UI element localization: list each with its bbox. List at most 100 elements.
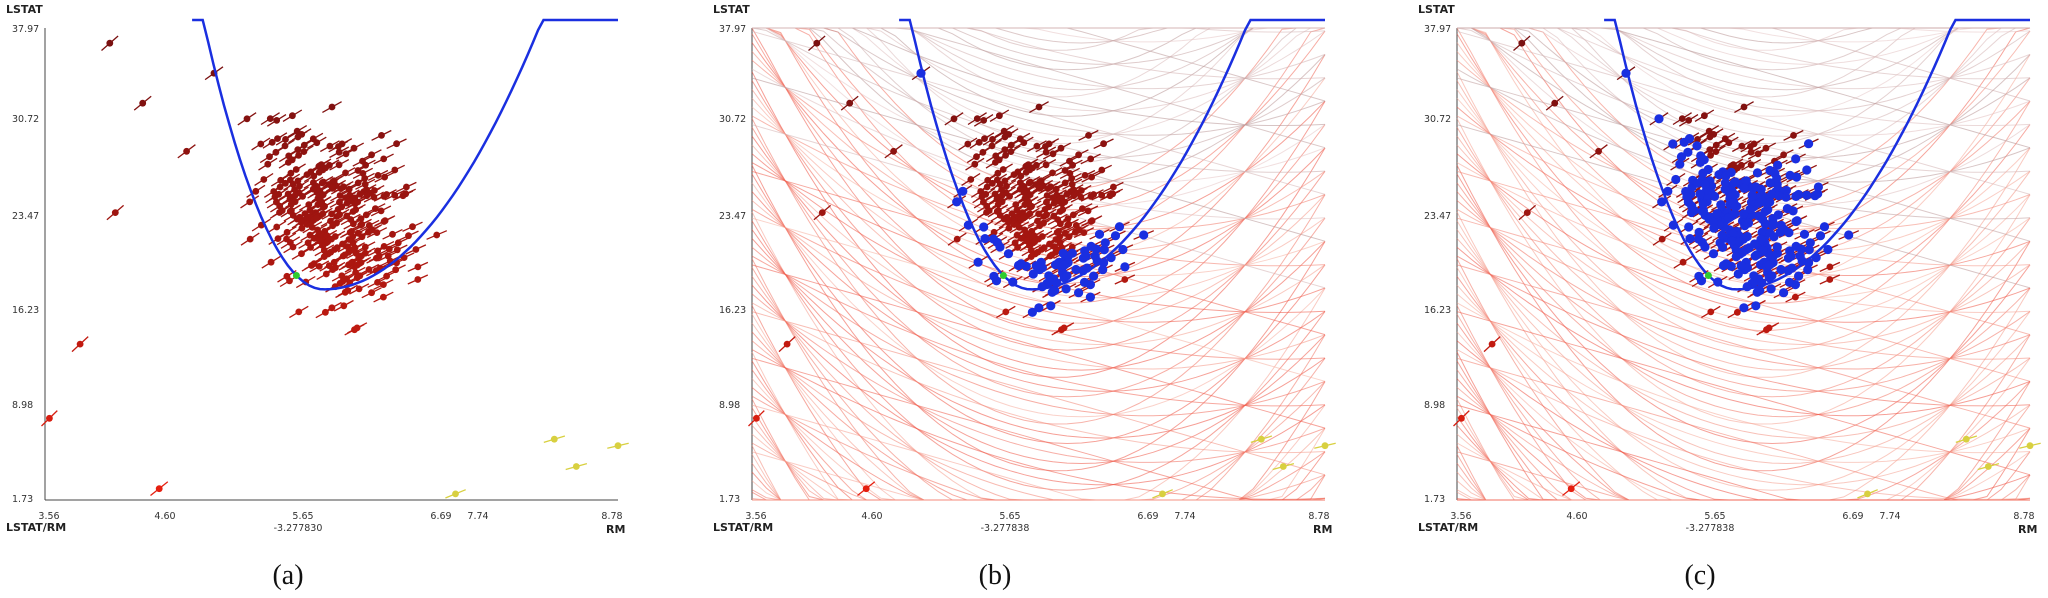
data-point xyxy=(1043,211,1050,219)
highlighted-point xyxy=(1765,178,1775,188)
current-point-marker xyxy=(292,272,300,279)
background-curve xyxy=(1456,217,2031,382)
panel-caption: (a) xyxy=(272,560,303,591)
highlighted-point xyxy=(1081,251,1091,261)
data-point xyxy=(1008,210,1016,218)
highlighted-point xyxy=(1736,261,1746,271)
highlighted-point xyxy=(1713,277,1723,287)
highlighted-point xyxy=(1811,253,1821,263)
data-point xyxy=(315,263,323,270)
data-point xyxy=(383,272,390,280)
data-point xyxy=(361,243,369,251)
y-tick-label: 30.72 xyxy=(719,114,746,125)
data-point xyxy=(1020,139,1028,147)
highlighted-point xyxy=(916,68,926,78)
y-tick-label: 8.98 xyxy=(1424,400,1445,411)
data-point xyxy=(380,293,387,301)
data-point xyxy=(183,147,191,155)
highlighted-point xyxy=(1062,271,1072,281)
highlighted-point xyxy=(980,234,990,244)
data-point xyxy=(353,324,361,332)
data-point xyxy=(1079,205,1086,213)
data-point xyxy=(282,179,289,187)
x-tick-labels: 3.56 4.60 5.65 6.69 7.74 8.78 xyxy=(38,511,622,522)
highlighted-point xyxy=(1098,265,1108,275)
highlighted-point xyxy=(1781,192,1791,202)
data-point xyxy=(996,112,1003,120)
data-point xyxy=(990,228,998,236)
data-point xyxy=(1061,167,1069,174)
data-point xyxy=(973,115,981,122)
data-point xyxy=(1595,147,1602,155)
highlighted-point xyxy=(1074,288,1084,298)
data-point xyxy=(139,99,147,107)
data-point xyxy=(1523,209,1531,217)
highlighted-point xyxy=(1034,303,1044,313)
highlighted-point xyxy=(958,186,968,196)
highlighted-point xyxy=(1778,225,1788,235)
background-curve xyxy=(1456,135,2031,371)
data-point xyxy=(310,179,317,187)
background-curve xyxy=(752,27,1325,164)
highlighted-point xyxy=(1682,192,1692,202)
data-point xyxy=(993,207,1001,215)
data-point xyxy=(1074,227,1082,234)
data-point xyxy=(370,193,378,201)
data-point xyxy=(614,442,622,450)
highlighted-point xyxy=(1685,234,1695,244)
panel-c: LSTAT 37.97 30.72 23.47 16.23 8.98 1.73 … xyxy=(1418,3,2041,591)
data-point xyxy=(1066,157,1073,165)
highlighted-point xyxy=(1757,278,1767,288)
background-curve xyxy=(1456,293,2031,463)
data-point xyxy=(1001,146,1009,154)
data-point xyxy=(1010,171,1018,179)
data-point xyxy=(992,159,999,166)
current-point-marker xyxy=(1704,272,1712,279)
data-point xyxy=(365,266,373,273)
highlighted-point xyxy=(1139,230,1149,240)
background-curve xyxy=(751,255,1326,407)
data-point xyxy=(313,214,320,222)
data-point xyxy=(394,239,402,247)
slope-readout: -3.277838 xyxy=(981,523,1030,534)
highlighted-point xyxy=(1749,239,1760,249)
background-curve xyxy=(1456,208,2031,360)
data-point xyxy=(328,103,336,111)
highlighted-point xyxy=(1741,176,1751,186)
background-curve xyxy=(751,89,1326,324)
background-curve xyxy=(1457,27,2031,136)
background-curve xyxy=(1456,462,2030,501)
highlighted-point xyxy=(1796,244,1806,254)
data-point xyxy=(329,222,337,230)
highlighted-point xyxy=(1709,223,1719,233)
highlighted-point xyxy=(1684,222,1694,232)
highlighted-point xyxy=(1733,269,1743,279)
panel-b: LSTAT 37.97 30.72 23.47 16.23 8.98 1.73 … xyxy=(713,3,1336,591)
data-point xyxy=(1081,172,1089,179)
data-point xyxy=(340,302,348,310)
background-curve xyxy=(751,162,1326,314)
data-point xyxy=(403,183,410,191)
highlighted-point xyxy=(1791,216,1801,227)
highlighted-point xyxy=(1703,164,1713,175)
data-point xyxy=(1279,463,1287,470)
data-point xyxy=(953,235,961,243)
data-point xyxy=(292,166,300,173)
data-point xyxy=(1042,143,1049,150)
data-point xyxy=(1015,223,1023,231)
highlighted-point xyxy=(1071,264,1081,275)
data-point xyxy=(1061,179,1069,187)
highlighted-point xyxy=(1765,197,1775,207)
data-point xyxy=(372,205,379,213)
data-point xyxy=(1042,161,1050,169)
highlighted-point xyxy=(1114,222,1125,232)
x-tick-label: 5.65 xyxy=(1704,511,1725,522)
background-curve xyxy=(751,164,1326,472)
data-point xyxy=(316,237,324,245)
background-curve xyxy=(751,387,1325,501)
data-point xyxy=(362,211,370,219)
data-point xyxy=(1047,183,1054,191)
x-tick-label: 7.74 xyxy=(1879,511,1900,522)
highlighted-point xyxy=(1804,139,1814,149)
data-point xyxy=(1084,207,1092,215)
